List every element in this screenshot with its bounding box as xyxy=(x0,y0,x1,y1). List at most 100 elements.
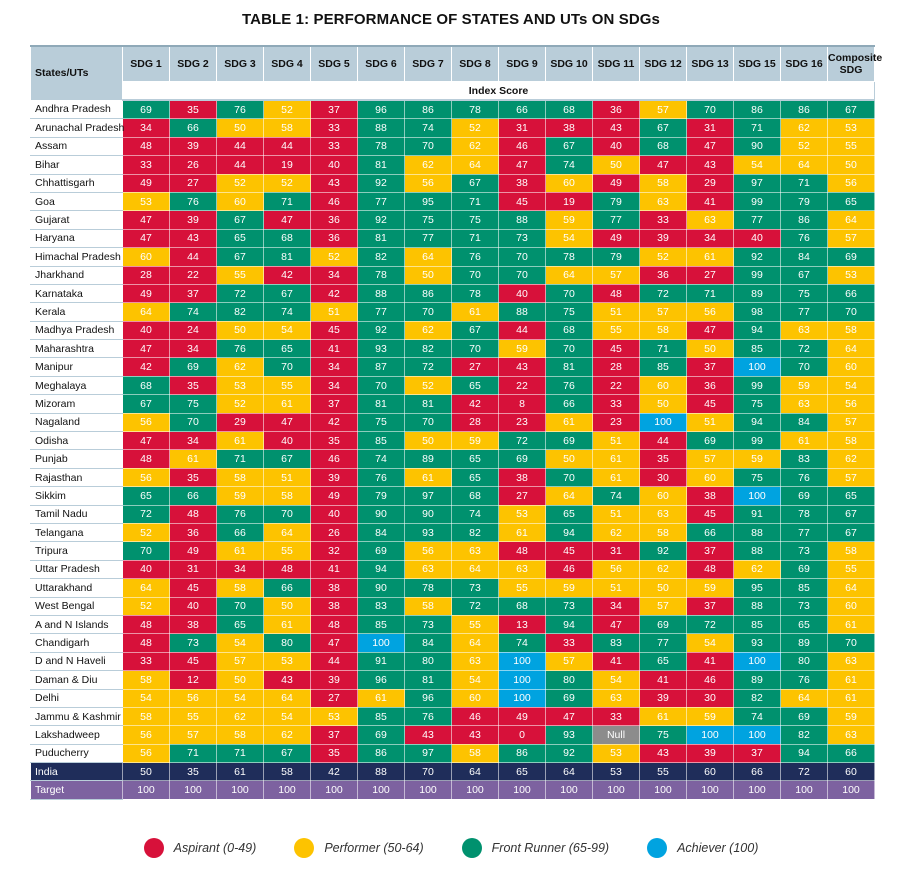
score-cell: 38 xyxy=(545,118,593,138)
legend-dot-icon xyxy=(461,838,482,858)
score-cell: 74 xyxy=(592,486,640,506)
score-cell: 69 xyxy=(780,706,828,727)
score-cell: 62 xyxy=(404,155,452,175)
score-cell: 60 xyxy=(827,596,875,616)
score-cell: 100 xyxy=(263,780,311,800)
score-cell: 86 xyxy=(498,743,546,764)
score-cell: 62 xyxy=(216,706,264,727)
score-cell: 76 xyxy=(780,467,828,488)
score-cell: 64 xyxy=(780,155,828,175)
score-cell: 57 xyxy=(169,725,217,745)
score-cell: 76 xyxy=(451,247,499,267)
score-cell: 54 xyxy=(545,228,593,249)
score-cell: 71 xyxy=(216,449,264,469)
table-row: Nagaland 56 70 29 47 42 75 70 28 23 61 23 100 51 94 84 5… xyxy=(30,412,875,433)
score-cell: 33 xyxy=(545,633,593,653)
table-row: Arunachal Pradesh 34 66 50 58 33 88 74 52 31 38 43 6… xyxy=(30,118,875,138)
score-cell: 80 xyxy=(545,670,593,690)
score-cell: 81 xyxy=(357,155,405,175)
score-cell: 72 xyxy=(498,431,546,451)
score-cell: 51 xyxy=(592,302,640,322)
state-name: Chhattisgarh xyxy=(30,173,123,193)
score-cell: 33 xyxy=(639,210,687,230)
score-cell: 70 xyxy=(686,99,734,120)
score-cell: 89 xyxy=(404,449,452,469)
score-cell: 67 xyxy=(263,743,311,764)
score-cell: 85 xyxy=(357,614,405,635)
score-cell: 48 xyxy=(122,633,170,653)
score-cell: 86 xyxy=(357,743,405,764)
score-cell: 67 xyxy=(780,265,828,285)
score-cell: 75 xyxy=(357,412,405,433)
score-cell: 65 xyxy=(827,191,875,212)
score-cell: 55 xyxy=(263,375,311,396)
score-cell: 62 xyxy=(404,320,452,341)
score-cell: 36 xyxy=(310,210,358,230)
score-cell: 100 xyxy=(122,780,170,800)
score-cell: 88 xyxy=(498,302,546,322)
score-cell: 70 xyxy=(545,339,593,359)
score-cell: 45 xyxy=(310,320,358,341)
score-cell: 58 xyxy=(216,725,264,745)
state-name: Arunachal Pradesh xyxy=(30,118,124,138)
score-cell: 59 xyxy=(780,375,828,396)
table-row: Karnataka 49 37 72 67 42 88 86 78 40 70 48 72 71 89 75 6… xyxy=(30,283,875,304)
score-cell: 93 xyxy=(545,725,593,745)
score-cell: 50 xyxy=(122,762,170,782)
score-cell: 58 xyxy=(451,743,499,764)
score-cell: 76 xyxy=(216,339,264,359)
score-cell: 61 xyxy=(263,394,311,414)
score-cell: 100 xyxy=(733,486,781,506)
score-cell: Null xyxy=(592,725,640,745)
score-cell: 48 xyxy=(686,559,734,580)
score-cell: 58 xyxy=(263,762,311,782)
score-cell: 56 xyxy=(592,559,640,580)
score-cell: 54 xyxy=(451,670,499,690)
score-cell: 79 xyxy=(592,191,640,212)
score-cell: 61 xyxy=(263,614,311,635)
score-cell: 72 xyxy=(639,283,687,304)
score-cell: 80 xyxy=(780,651,828,672)
score-cell: 38 xyxy=(310,596,358,616)
score-cell: 61 xyxy=(592,449,640,469)
score-cell: 54 xyxy=(263,706,311,727)
score-cell: 47 xyxy=(122,210,170,230)
score-cell: 40 xyxy=(122,320,170,341)
score-cell: 39 xyxy=(169,210,217,230)
score-cell: 30 xyxy=(639,467,687,488)
score-cell: 68 xyxy=(263,228,311,249)
score-cell: 82 xyxy=(451,522,499,543)
score-cell: 56 xyxy=(169,688,217,708)
score-cell: 100 xyxy=(310,780,358,800)
score-cell: 100 xyxy=(639,780,687,800)
score-cell: 63 xyxy=(827,725,875,745)
score-cell: 37 xyxy=(310,394,358,414)
score-cell: 75 xyxy=(404,210,452,230)
score-cell: 64 xyxy=(451,559,499,580)
score-cell: 56 xyxy=(122,467,170,488)
score-cell: 69 xyxy=(357,725,405,745)
score-cell: 56 xyxy=(404,173,452,193)
score-cell: 53 xyxy=(592,762,640,782)
score-cell: 63 xyxy=(404,559,452,580)
score-cell: 49 xyxy=(122,173,170,193)
score-cell: 46 xyxy=(310,449,358,469)
score-cell: 55 xyxy=(216,265,264,285)
score-cell: 23 xyxy=(592,412,640,433)
score-cell: 74 xyxy=(733,706,781,727)
score-cell: 92 xyxy=(357,320,405,341)
score-cell: 56 xyxy=(122,725,170,745)
score-cell: 50 xyxy=(263,596,311,616)
score-cell: 100 xyxy=(639,412,687,433)
score-cell: 72 xyxy=(451,596,499,616)
score-cell: 94 xyxy=(733,412,781,433)
score-cell: 76 xyxy=(545,375,593,396)
state-name: Manipur xyxy=(30,357,123,377)
score-cell: 71 xyxy=(780,173,828,193)
score-cell: 65 xyxy=(639,651,687,672)
score-cell: 62 xyxy=(827,449,875,469)
score-cell: 74 xyxy=(498,633,546,653)
score-cell: 38 xyxy=(169,614,217,635)
score-cell: 44 xyxy=(169,247,217,267)
score-cell: 42 xyxy=(122,357,170,377)
